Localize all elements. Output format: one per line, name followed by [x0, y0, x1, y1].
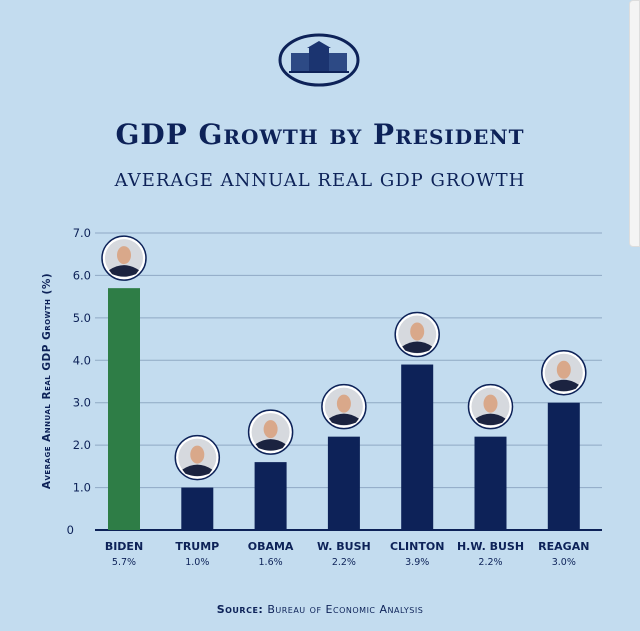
president-portrait: [467, 383, 514, 430]
value-label: 5.7%: [112, 557, 136, 568]
bar-biden: [108, 288, 140, 530]
president-portrait: [541, 349, 587, 396]
president-portrait: [321, 383, 367, 430]
category-label: H.W. BUSH: [457, 540, 524, 553]
bar-trump: [181, 487, 214, 530]
category-label: OBAMA: [248, 540, 294, 553]
value-label: 3.0%: [552, 557, 576, 568]
value-label: 2.2%: [478, 557, 502, 568]
category-label: BIDEN: [105, 540, 143, 553]
bar-reagan: [547, 402, 580, 530]
y-tick-label: 5.0: [73, 311, 91, 325]
chart-subtitle: AVERAGE ANNUAL REAL GDP GROWTH: [114, 170, 526, 191]
president-portrait: [174, 434, 221, 481]
category-label: W. BUSH: [317, 540, 371, 553]
president-portrait: [394, 311, 440, 358]
source-note: Source: Bureau of Economic Analysis: [0, 603, 640, 616]
president-portrait: [247, 409, 294, 455]
category-label: REAGAN: [538, 540, 589, 553]
y-tick-label: 3.0: [73, 396, 91, 410]
bar-w-bush: [327, 436, 360, 530]
bar-h-w-bush: [474, 436, 507, 530]
category-label: CLINTON: [390, 540, 444, 553]
white-house-logo: [278, 33, 360, 87]
y-tick-label: 6.0: [73, 268, 91, 282]
source-text: Bureau of Economic Analysis: [267, 603, 424, 616]
bar-clinton: [401, 364, 434, 530]
y-tick-label: 0: [67, 523, 74, 537]
value-label: 1.6%: [259, 557, 283, 568]
president-portrait: [101, 235, 147, 281]
y-axis-title: Average Annual Real GDP Growth (%): [41, 273, 53, 489]
value-label: 3.9%: [405, 557, 429, 568]
value-label: 1.0%: [185, 557, 209, 568]
value-label: 2.2%: [332, 557, 356, 568]
source-label: Source:: [216, 603, 264, 616]
y-tick-label: 1.0: [73, 481, 91, 495]
y-tick-label: 4.0: [73, 353, 91, 367]
y-tick-label: 2.0: [73, 438, 91, 452]
chart-title: GDP Growth by President: [115, 118, 525, 151]
scrollbar[interactable]: [629, 0, 640, 247]
category-label: TRUMP: [175, 540, 219, 553]
y-tick-label: 7.0: [73, 226, 91, 240]
bar-obama: [254, 462, 287, 530]
